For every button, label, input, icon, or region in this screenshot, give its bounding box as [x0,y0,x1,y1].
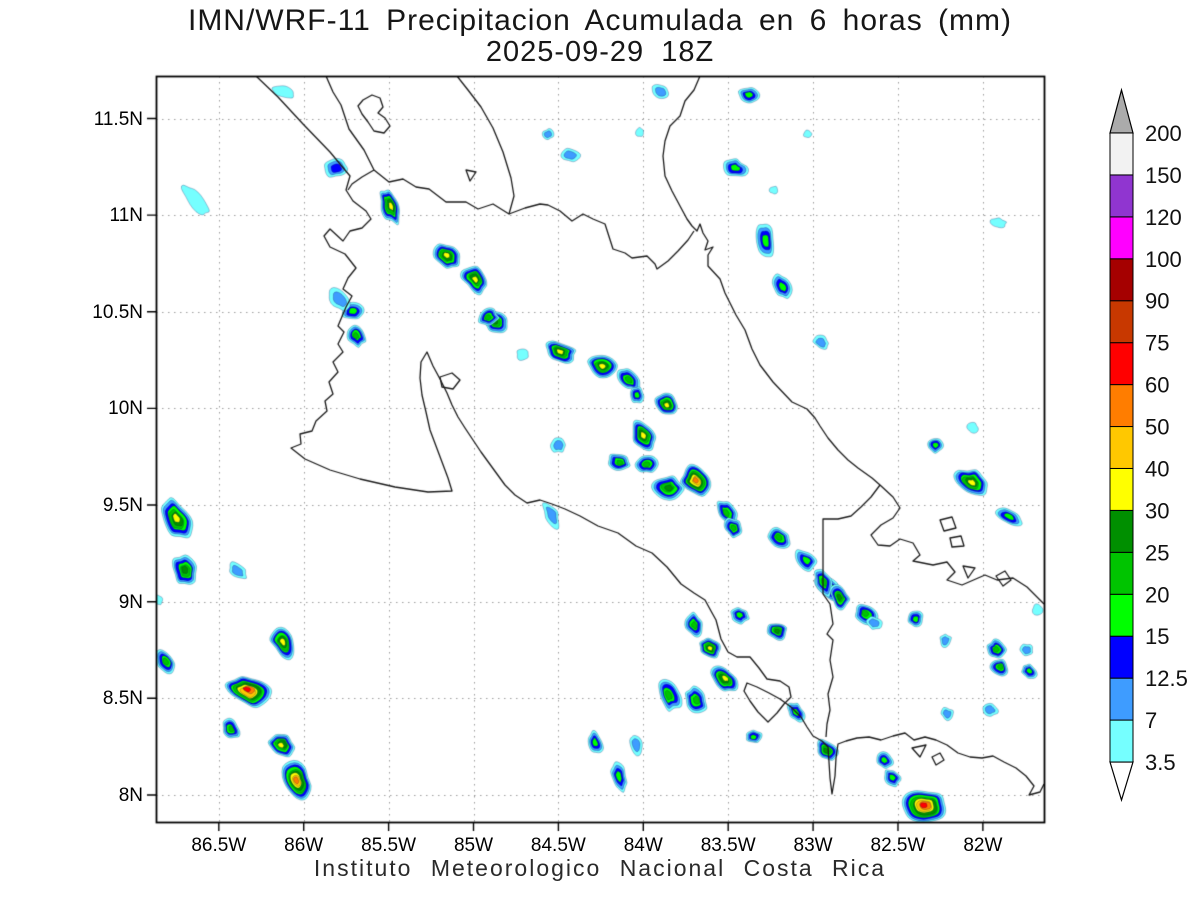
colorbar-segment [1109,300,1134,344]
colorbar-level-label: 90 [1145,289,1169,314]
colorbar-segment [1109,593,1134,637]
colorbar-level-label: 12.5 [1145,666,1188,691]
colorbar-segment [1109,132,1134,176]
colorbar-level-label: 75 [1145,331,1169,356]
lon-tick-label: 85W [453,835,494,856]
colorbar-level-label: 15 [1145,624,1169,649]
colorbar-segment [1109,426,1134,469]
colorbar-level-label: 25 [1145,540,1169,565]
colorbar-segment [1109,342,1134,386]
colorbar-level-label: 100 [1145,247,1182,272]
colorbar-level-label: 120 [1145,205,1182,230]
colorbar-level-label: 20 [1145,582,1169,607]
chart-title: IMN/WRF-11 Precipitacion Acumulada en 6 … [187,4,1013,37]
colorbar-segment [1109,216,1134,260]
lon-tick-label: 82W [963,835,1003,856]
colorbar-level-label: 7 [1145,708,1157,733]
colorbar-arrow [1109,761,1134,803]
lon-tick-label: 86W [284,835,324,856]
colorbar-level-label: 50 [1145,415,1169,440]
colorbar-segment [1109,258,1134,302]
lon-tick-label: 84W [623,835,663,856]
colorbar-segment [1109,467,1134,511]
lon-tick-label: 85.5W [361,835,417,856]
lat-tick-label: 8.5N [102,688,143,710]
colorbar-segment [1109,551,1134,595]
lat-tick-label: 10N [108,398,143,420]
colorbar-segment [1109,635,1134,679]
lat-tick-label: 11.5N [93,108,143,130]
colorbar-segment [1109,509,1134,553]
colorbar-arrow [1109,87,1134,134]
chart-subtitle-datetime: 2025-09-29 18Z [485,36,715,68]
lat-tick-label: 9.5N [102,495,143,517]
colorbar-segment [1109,384,1134,428]
lat-tick-label: 9N [118,591,143,613]
lat-tick-label: 8N [118,784,143,806]
colorbar-segment [1109,174,1134,218]
precipitation-colorbar: 3.5 7 12.5 15 20 25 30 40 50 60 75 90 100 120 150 200 [1100,85,1200,825]
colorbar-svg: 3.5 7 12.5 15 20 25 30 40 50 60 75 90 100 120 150 200 [1109,87,1188,803]
colorbar-level-label: 3.5 [1145,750,1176,775]
lon-tick-label: 86.5W [191,835,247,856]
colorbar-segment [1109,677,1134,721]
lon-tick-label: 82.5W [870,835,926,856]
colorbar-level-label: 60 [1145,373,1169,398]
colorbar-level-label: 150 [1145,163,1182,188]
colorbar-segment [1109,719,1134,763]
footer-institution: Instituto Meteorologico Nacional Costa R… [313,855,887,881]
lon-tick-label: 83W [793,835,833,856]
colorbar-level-label: 200 [1145,121,1182,146]
lat-tick-label: 11N [109,205,143,227]
colorbar-level-label: 30 [1145,498,1169,523]
lon-tick-label: 84.5W [530,835,586,856]
colorbar-level-label: 40 [1145,456,1169,481]
lat-tick-label: 10.5N [92,301,143,323]
lon-tick-label: 83.5W [700,835,756,856]
